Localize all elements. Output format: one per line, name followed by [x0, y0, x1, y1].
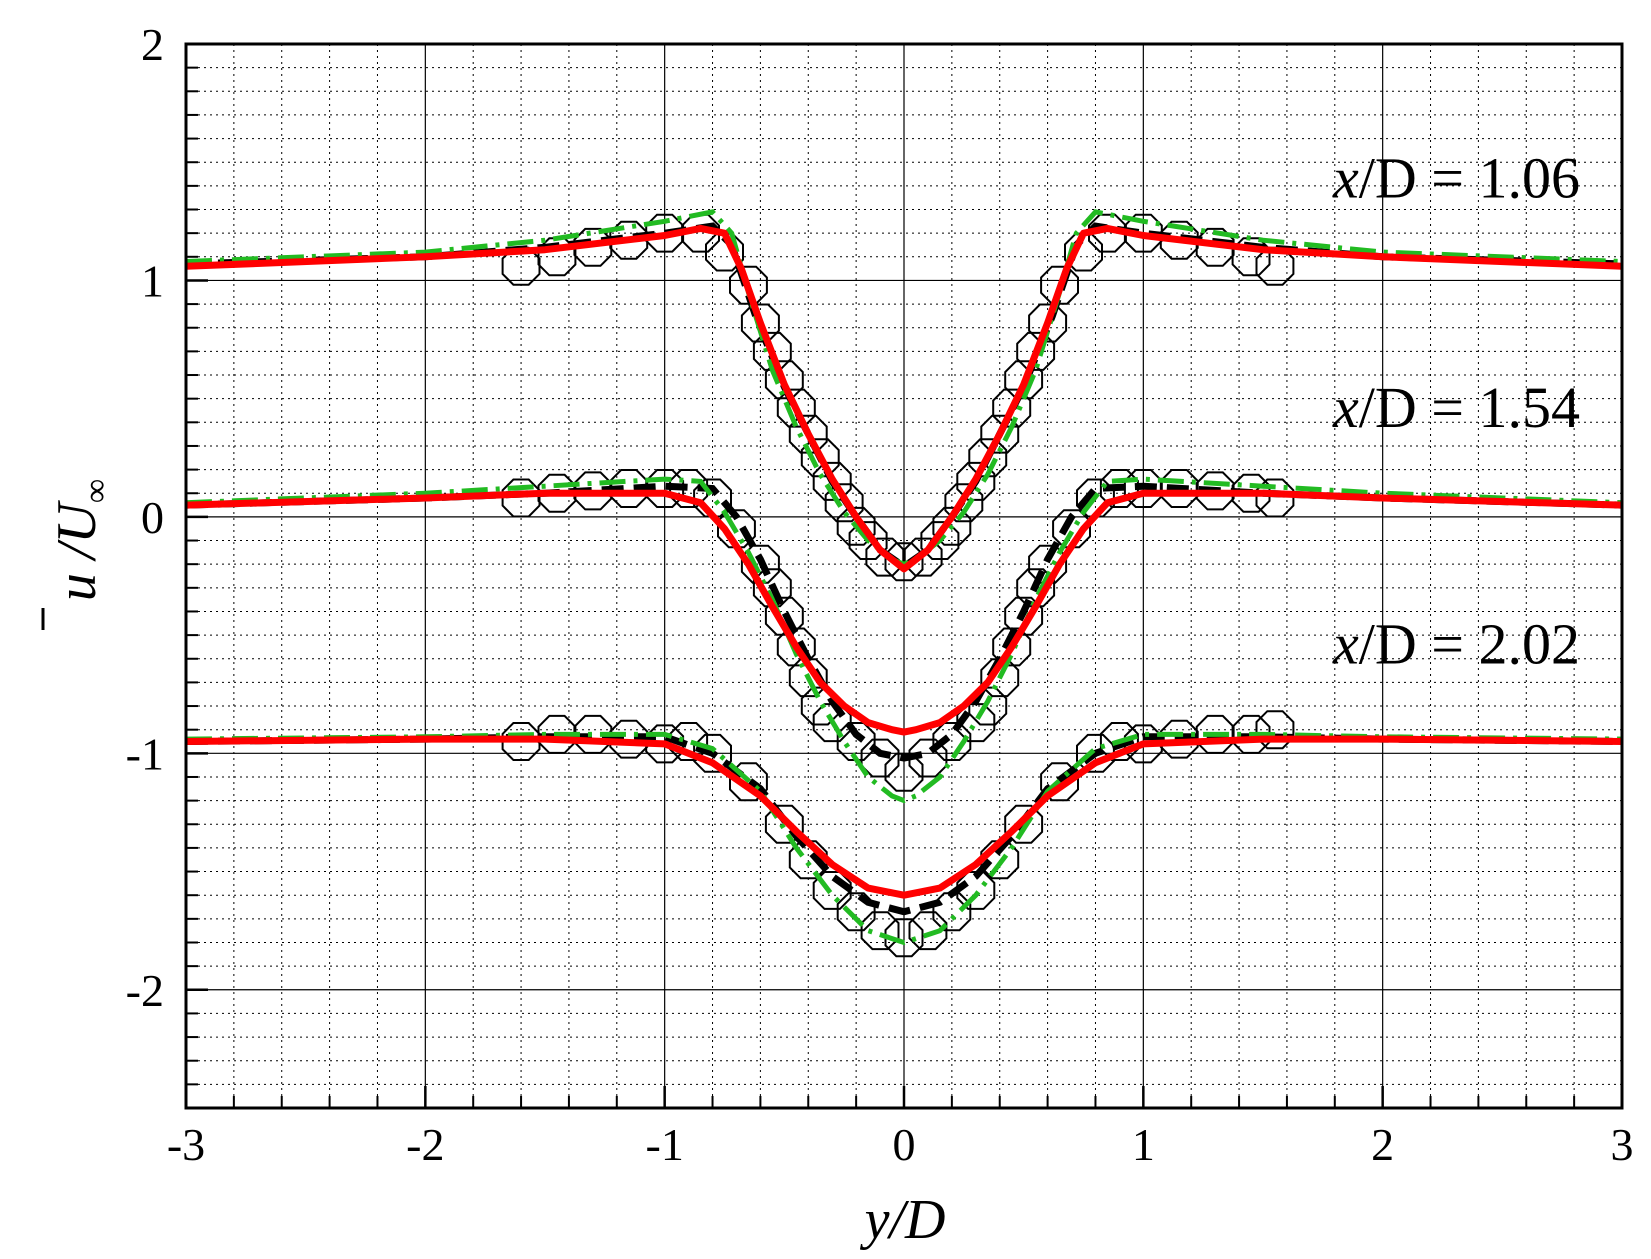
experiment-marker [1255, 710, 1295, 750]
experiment-marker [920, 521, 960, 560]
profile-group [185, 469, 1623, 804]
red-solid-line [185, 224, 1623, 573]
experiment-marker [956, 703, 996, 743]
experiment-marker [1076, 733, 1115, 773]
x-tick-label: 3 [1611, 1119, 1634, 1170]
experiment-marker [681, 213, 720, 253]
experiment-marker [501, 246, 541, 286]
station-label-rest: /D = 1.06 [1359, 146, 1580, 211]
experiment-marker [609, 719, 649, 759]
y-tick-label: 0 [141, 492, 164, 543]
experiment-marker [573, 227, 613, 267]
y-axis-title-main: u /U [46, 500, 108, 602]
ticks: -3 -2 -1 0 1 2 3 -2 -1 0 1 2 [126, 19, 1634, 1170]
x-tick-label: 2 [1371, 1119, 1394, 1170]
experiment-marker [812, 871, 852, 910]
experiment-marker [848, 521, 888, 560]
experiment-marker [1064, 232, 1103, 272]
station-label: x/D = 2.02 [1332, 611, 1580, 676]
station-label-rest: /D = 1.54 [1359, 375, 1580, 440]
annotations: x/D = 1.06x/D = 1.54x/D = 2.02 [1332, 146, 1580, 677]
experiment-marker [968, 438, 1008, 478]
y-axis-title: u /U∞ [46, 479, 115, 601]
experiment-marker [1088, 213, 1127, 253]
experiment-marker [609, 220, 649, 260]
experiment-marker [903, 537, 943, 577]
experiment-marker [1004, 804, 1044, 844]
y-tick-label: -1 [126, 728, 164, 779]
experiment-marker [932, 722, 972, 761]
experiment-marker [1159, 719, 1199, 759]
profile-group [185, 209, 1623, 582]
experiment-marker [1195, 471, 1235, 511]
experiment-marker [860, 738, 900, 778]
x-tick-label: -1 [646, 1119, 684, 1170]
experiment-marker [1099, 722, 1139, 761]
x-tick-label: -2 [406, 1119, 444, 1170]
station-label-italic: x [1332, 146, 1359, 211]
profile-group [185, 710, 1623, 958]
experiment-marker [956, 871, 996, 910]
station-label-rest: /D = 2.02 [1359, 611, 1580, 676]
black-dashed-line [185, 222, 1623, 571]
experiment-marker [501, 478, 541, 518]
green-dashdot-line [185, 476, 1623, 804]
y-tick-label: 2 [141, 19, 164, 70]
experiment-marker [865, 537, 905, 577]
experiment-marker [705, 232, 744, 272]
experiment-marker [980, 840, 1020, 880]
green-dashdot-line [185, 731, 1623, 946]
experiment-marker [884, 918, 924, 958]
experiment-marker [1028, 303, 1068, 343]
experiment-marker [1016, 331, 1056, 371]
experiment-marker [776, 627, 816, 667]
station-label-italic: x [1332, 375, 1359, 440]
experiment-marker [501, 722, 541, 761]
y-axis-title-group: u /U∞ [41, 479, 115, 630]
red-solid-line [185, 735, 1623, 899]
black-dashed-line [185, 733, 1623, 916]
experiment-marker [908, 738, 948, 778]
station-label: x/D = 1.06 [1332, 146, 1580, 211]
x-axis-title: y/D [860, 1189, 946, 1251]
experiment-marker [1255, 246, 1295, 286]
experiment-marker [908, 911, 948, 951]
black-dashed-line [185, 482, 1623, 762]
experiment-marker [1040, 265, 1079, 305]
experiment-marker [788, 840, 828, 880]
experiment-marker [884, 752, 924, 792]
x-tick-label: 1 [1132, 1119, 1155, 1170]
green-dashdot-line [185, 209, 1623, 567]
experiment-marker [932, 506, 972, 546]
experiment-marker [788, 658, 828, 698]
experiment-marker [573, 714, 613, 754]
x-tick-label: -3 [167, 1119, 205, 1170]
series-group [185, 209, 1623, 958]
x-tick-label: 0 [893, 1119, 916, 1170]
y-axis-title-subscript: ∞ [78, 479, 115, 503]
experiment-marker [824, 483, 864, 523]
red-solid-line [185, 489, 1623, 736]
experiment-marker [537, 714, 577, 754]
experiment-marker [836, 506, 876, 546]
experiment-marker [537, 473, 577, 513]
y-tick-label: -2 [126, 965, 164, 1016]
experiment-marker [764, 804, 804, 844]
station-label: x/D = 1.54 [1332, 375, 1580, 440]
y-tick-label: 1 [141, 255, 164, 306]
experiment-marker [1195, 714, 1235, 754]
experiment-marker [776, 388, 816, 428]
station-label-italic: x [1332, 611, 1359, 676]
experiment-marker [1231, 714, 1271, 754]
